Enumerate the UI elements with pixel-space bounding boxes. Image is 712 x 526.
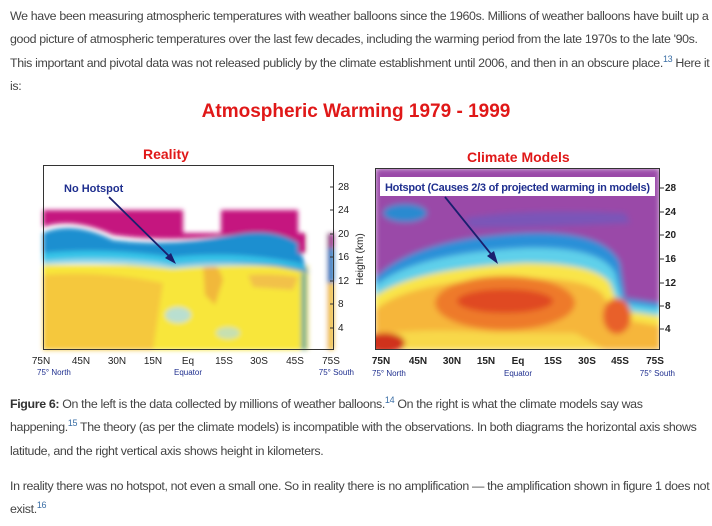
x-sub-south: 75° South <box>640 369 675 378</box>
x-tick: 45S <box>286 356 304 367</box>
x-tick: 15N <box>477 356 495 367</box>
annotation-arrow <box>108 196 174 261</box>
annotation-arrow <box>444 196 496 260</box>
y-tick: 28 <box>338 182 350 193</box>
x-sub-north: 75° North <box>372 369 406 378</box>
y-tick: 12 <box>665 278 677 289</box>
caption-text: The theory (as per the climate models) i… <box>10 420 697 458</box>
y-axis-label: Height (km) <box>355 233 366 285</box>
y-tick: 4 <box>665 324 671 335</box>
caption-text: On the right is what the climate models … <box>10 397 643 435</box>
x-tick: 15N <box>144 356 162 367</box>
caption-label: Figure 6: <box>10 397 60 411</box>
x-tick: 30S <box>578 356 596 367</box>
x-tick: 15S <box>544 356 562 367</box>
x-tick: 45S <box>611 356 629 367</box>
arrow-head <box>487 251 498 264</box>
y-tick: 16 <box>338 252 350 263</box>
intro-tail: Here it is: <box>10 55 710 93</box>
y-tick: 24 <box>665 207 677 218</box>
no-hotspot-annotation: No Hotspot <box>64 183 124 195</box>
x-tick: 15S <box>215 356 233 367</box>
x-tick: 75S <box>322 356 340 367</box>
y-tick: 24 <box>338 205 350 216</box>
hotspot-annotation: Hotspot (Causes 2/3 of projected warming… <box>385 182 650 194</box>
y-tick: 20 <box>338 229 350 240</box>
figure-caption: Figure 6: On the left is the data collec… <box>10 393 710 463</box>
arrow-head <box>165 253 176 264</box>
y-tick: 4 <box>338 323 344 334</box>
left-chart-title: Reality <box>143 146 189 162</box>
blue-blob <box>383 204 427 222</box>
footnote-ref-15[interactable]: 15 <box>67 418 78 429</box>
y-tick: 8 <box>665 301 671 312</box>
right-chart-title: Climate Models <box>467 149 570 165</box>
hotspot-core <box>457 289 553 313</box>
x-tick: 45N <box>72 356 90 367</box>
cyan-band <box>43 250 307 269</box>
orange-patches <box>43 273 163 350</box>
x-tick: Eq <box>512 356 525 367</box>
conclusion-text: In reality there was no hotspot, not eve… <box>10 479 710 517</box>
climate-models-heatmap: 28 24 20 16 12 8 4 Hotspot (Causes 2/3 o… <box>372 168 677 378</box>
footnote-ref-16[interactable]: 16 <box>36 500 47 511</box>
conclusion-paragraph: In reality there was no hotspot, not eve… <box>10 475 710 522</box>
x-tick: 75S <box>646 356 664 367</box>
y-tick: 20 <box>665 230 677 241</box>
x-sub-north: 75° North <box>37 368 71 377</box>
y-tick: 28 <box>665 183 677 194</box>
stratosphere-magenta <box>43 210 298 243</box>
y-tick: 16 <box>665 254 677 265</box>
x-tick: 75N <box>32 356 50 367</box>
caption-text: On the left is the data collected by mil… <box>59 397 385 411</box>
x-tick: 30N <box>443 356 461 367</box>
x-sub-south: 75° South <box>319 368 354 377</box>
x-tick: 30S <box>250 356 268 367</box>
intro-paragraph: We have been measuring atmospheric tempe… <box>10 5 710 98</box>
x-tick: Eq <box>182 356 194 367</box>
x-tick: 45N <box>409 356 427 367</box>
x-sub-equator: Equator <box>504 369 532 378</box>
footnote-ref-14[interactable]: 14 <box>384 395 395 405</box>
figure-title: Atmospheric Warming 1979 - 1999 <box>201 101 511 122</box>
y-tick: 12 <box>338 276 350 287</box>
y-tick: 8 <box>338 299 344 310</box>
footnote-ref-13[interactable]: 13 <box>662 53 673 64</box>
reality-heatmap: 28 24 20 16 12 8 4 Height (km) No Hotspo… <box>32 165 366 377</box>
x-sub-equator: Equator <box>174 368 202 377</box>
intro-text: We have been measuring atmospheric tempe… <box>10 9 709 70</box>
x-tick: 75N <box>372 356 390 367</box>
x-tick: 30N <box>108 356 126 367</box>
